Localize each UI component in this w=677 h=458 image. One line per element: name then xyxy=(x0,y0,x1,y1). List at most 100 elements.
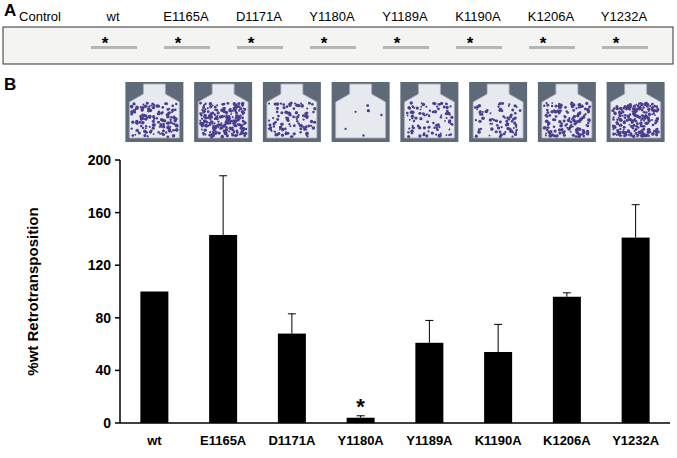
colony-dot xyxy=(168,108,170,110)
colony-dot xyxy=(294,102,296,104)
colony-dot xyxy=(585,102,588,105)
colony-dot xyxy=(208,122,210,124)
colony-dot xyxy=(495,119,498,122)
colony-dot xyxy=(238,110,240,112)
colony-dot xyxy=(243,123,245,125)
colony-dot xyxy=(140,106,142,108)
error-bar xyxy=(494,324,502,352)
colony-dot xyxy=(297,115,300,118)
colony-dot xyxy=(213,132,216,135)
colony-dot xyxy=(289,104,292,107)
colony-dot xyxy=(497,126,500,129)
colony-dot xyxy=(271,130,273,132)
colony-dot xyxy=(448,121,451,124)
colony-dot xyxy=(648,113,651,116)
colony-dot xyxy=(568,117,570,119)
colony-dot xyxy=(651,119,653,121)
colony-dot xyxy=(305,128,307,130)
y-tick-label: 40 xyxy=(95,362,111,378)
colony-dot xyxy=(511,135,513,137)
flask-body xyxy=(404,84,454,138)
colony-dot xyxy=(150,105,152,107)
blot-band xyxy=(91,46,137,49)
colony-dot xyxy=(295,111,298,114)
colony-dot xyxy=(629,119,632,122)
flask-frame xyxy=(469,82,527,142)
colony-dot xyxy=(624,134,627,137)
band-marker: * xyxy=(248,34,255,53)
colony-dot xyxy=(140,125,143,128)
colony-dot xyxy=(407,106,410,109)
y-axis-label: %wt Retrotransposition xyxy=(24,207,41,375)
colony-dot xyxy=(423,114,425,116)
colony-dot xyxy=(171,104,174,107)
colony-dot xyxy=(653,113,655,115)
colony-dot xyxy=(232,116,234,118)
colony-dot xyxy=(296,120,298,122)
colony-dot xyxy=(503,132,506,135)
colony-dot xyxy=(635,108,638,111)
colony-dot xyxy=(236,134,238,136)
colony-dot xyxy=(583,132,585,134)
colony-dot xyxy=(212,132,215,135)
colony-dot xyxy=(478,120,481,123)
annotation: * xyxy=(356,394,365,419)
colony-dot xyxy=(427,130,429,132)
colony-dot xyxy=(209,131,211,133)
colony-dot xyxy=(624,116,627,119)
colony-dot xyxy=(238,117,241,120)
colony-dot xyxy=(436,105,438,107)
colony-dot xyxy=(145,125,147,127)
colony-dot xyxy=(551,102,553,104)
colony-dot xyxy=(622,115,624,117)
colony-dot xyxy=(428,126,430,128)
colony-dot xyxy=(514,104,517,107)
colony-dot xyxy=(279,126,282,129)
colony-dot xyxy=(236,131,239,134)
blot-band xyxy=(456,46,502,49)
colony-dot xyxy=(172,134,176,138)
x-tick-label: wt xyxy=(146,433,162,448)
colony-dot xyxy=(612,132,615,135)
colony-dot xyxy=(411,130,413,132)
colony-dot xyxy=(238,103,240,105)
colony-dot xyxy=(511,108,514,111)
colony-dot xyxy=(418,134,421,137)
colony-dot xyxy=(482,111,484,113)
colony-dot xyxy=(645,114,647,116)
y-tick-label: 160 xyxy=(88,205,112,221)
colony-dot xyxy=(268,119,270,121)
colony-dot xyxy=(199,102,201,104)
colony-dot xyxy=(160,118,163,121)
colony-dot xyxy=(419,127,421,129)
colony-dot xyxy=(234,106,237,109)
colony-dot xyxy=(142,104,144,106)
colony-dot xyxy=(654,109,656,111)
error-bar xyxy=(563,293,571,297)
colony-dot xyxy=(623,121,627,125)
colony-dot xyxy=(224,132,227,135)
colony-dot xyxy=(410,129,414,133)
colony-dot xyxy=(556,134,558,136)
colony-dot xyxy=(304,126,306,128)
colony-dot xyxy=(475,119,477,121)
colony-dot xyxy=(201,128,203,130)
colony-dot xyxy=(204,128,207,131)
colony-dot xyxy=(563,115,565,117)
blot-band xyxy=(237,46,283,49)
colony-dot xyxy=(653,109,656,112)
blot-strip xyxy=(3,27,673,64)
colony-dot xyxy=(160,118,163,121)
colony-dot xyxy=(546,109,549,112)
colony-dot xyxy=(623,126,626,129)
colony-dot xyxy=(228,116,231,119)
colony-dot xyxy=(563,134,566,137)
flask-frame xyxy=(538,82,596,142)
colony-dot xyxy=(169,126,171,128)
blot-band xyxy=(602,46,648,49)
colony-dot xyxy=(304,114,308,118)
colony-dot xyxy=(226,114,228,116)
colony-dot xyxy=(499,121,502,124)
colony-dot xyxy=(175,103,178,106)
colony-dot xyxy=(623,106,626,109)
